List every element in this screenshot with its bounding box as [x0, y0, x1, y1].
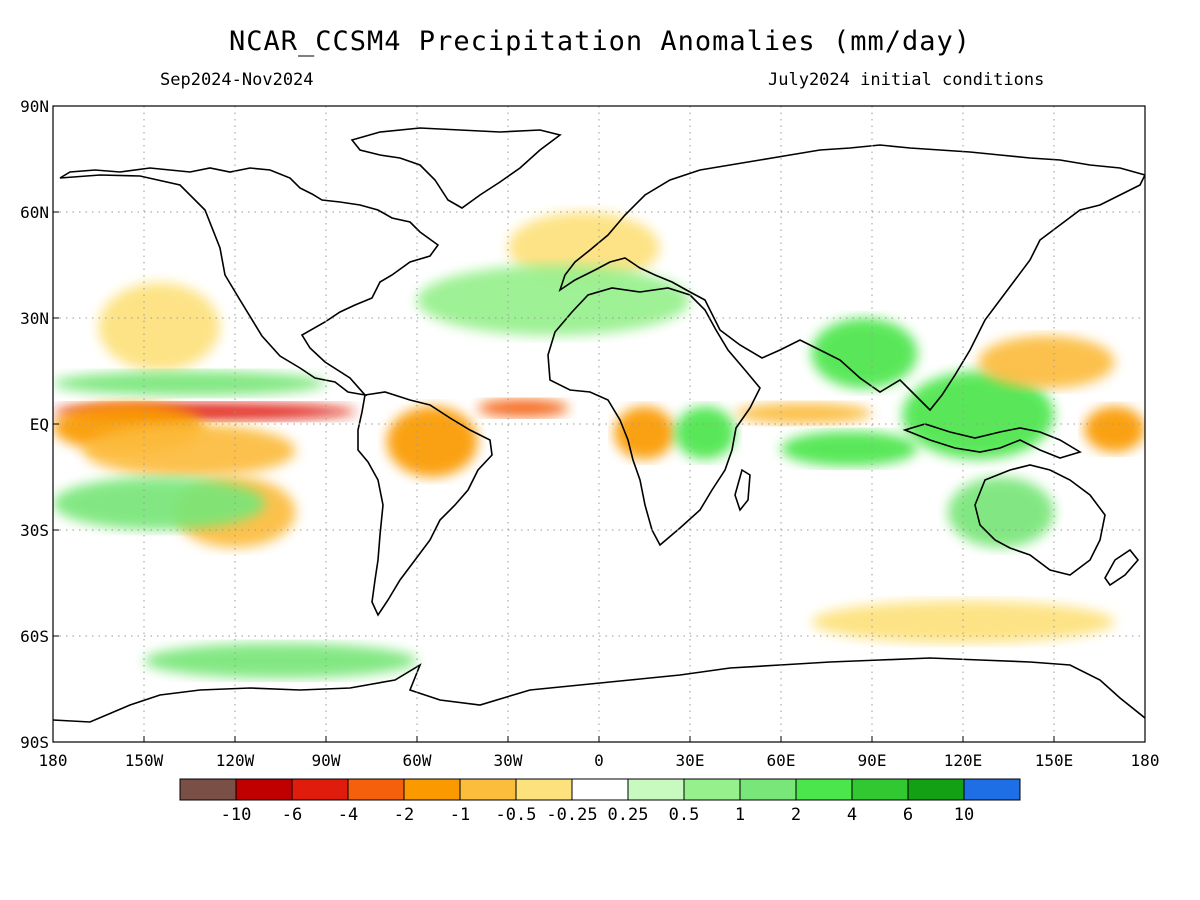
colorbar-label: 0.5: [669, 805, 700, 825]
axis-ticks: 180 150W 120W 90W 60W 30W 0 30E 60E 90E 120E 150E 18…: [20, 97, 1159, 770]
colorbar-swatch: [459, 778, 517, 801]
anomaly-region-7: [386, 406, 478, 477]
indonesia-coastline: [902, 423, 1082, 459]
lon-tick-label: 60E: [767, 751, 796, 770]
continent-outlines: [53, 127, 1145, 723]
lat-tick-label: 90N: [20, 97, 49, 116]
australia-coastline: [974, 464, 1106, 576]
lon-tick-label: 150W: [125, 751, 164, 770]
anomaly-region-2: [83, 424, 296, 477]
anomaly-region-11: [781, 431, 918, 467]
lat-tick-label: 30S: [20, 521, 49, 540]
lon-tick-label: 150E: [1035, 751, 1074, 770]
lat-tick-label: 60S: [20, 627, 49, 646]
anomaly-region-14: [902, 371, 1054, 460]
anomaly-region-21: [417, 265, 690, 336]
lon-tick-label: 90W: [312, 751, 341, 770]
colorbar-label: 4: [847, 805, 857, 825]
lon-tick-label: 60W: [403, 751, 432, 770]
colorbar-label: 10: [954, 805, 974, 825]
colorbar-label: 1: [735, 805, 745, 825]
lat-tick-label: 90S: [20, 733, 49, 752]
colorbar-label: -0.25: [546, 805, 597, 825]
anomaly-region-6: [53, 477, 266, 530]
colorbar-swatch: [683, 778, 741, 801]
colorbar-swatch: [235, 778, 293, 801]
colorbar-label: -0.5: [496, 805, 537, 825]
lon-tick-label: 0: [594, 751, 604, 770]
anomaly-region-9: [614, 406, 675, 460]
colorbar-swatch: [907, 778, 965, 801]
south-america-coastline: [357, 391, 493, 617]
eurasia-coastline: [558, 144, 1145, 412]
anomaly-region-18: [811, 600, 1115, 644]
chart-title: NCAR_CCSM4 Precipitation Anomalies (mm/d…: [229, 26, 971, 57]
lat-lon-grid: [53, 106, 1145, 742]
anomaly-region-15: [978, 335, 1115, 389]
anomaly-region-5: [53, 371, 326, 396]
lat-tick-label: 30N: [20, 309, 49, 328]
lat-tick-label: EQ: [30, 415, 49, 434]
colorbar-label: -2: [394, 805, 414, 825]
anomaly-region-12: [735, 402, 872, 424]
greenland-coastline: [350, 127, 562, 209]
anomaly-region-8: [477, 399, 569, 417]
colorbar-swatch: [963, 778, 1021, 801]
africa-coastline: [547, 287, 761, 547]
initial-conditions: July2024 initial conditions: [768, 70, 1045, 90]
colorbar-swatch: [795, 778, 853, 801]
north-america-coastline: [59, 167, 440, 397]
anomaly-region-10: [674, 406, 736, 460]
anomaly-region-17: [947, 476, 1054, 548]
antarctica-coastline: [53, 657, 1145, 723]
anomaly-region-20: [507, 212, 660, 283]
colorbar: -10 -6 -4 -2 -1 -0.5 -0.25 0.25 0.5 1 2 4 6 10: [179, 778, 1021, 825]
colorbar-swatch: [851, 778, 909, 801]
colorbar-swatch: [403, 778, 461, 801]
lon-tick-label: 180: [1131, 751, 1160, 770]
madagascar-coastline: [734, 468, 751, 512]
lon-tick-label: 120E: [944, 751, 983, 770]
colorbar-swatch: [347, 778, 405, 801]
lon-tick-label: 120W: [216, 751, 255, 770]
colorbar-label: 2: [791, 805, 801, 825]
colorbar-swatch: [515, 778, 573, 801]
colorbar-label: -6: [282, 805, 302, 825]
colorbar-label: -10: [221, 805, 252, 825]
lon-tick-label: 30W: [494, 751, 523, 770]
anomaly-region-19: [144, 643, 417, 679]
colorbar-label: 6: [903, 805, 913, 825]
anomaly-region-16: [1084, 406, 1145, 453]
colorbar-swatch: [291, 778, 349, 801]
colorbar-label: -1: [450, 805, 470, 825]
anomaly-region-13: [811, 318, 918, 389]
new-zealand-coastline: [1104, 548, 1140, 587]
lat-tick-label: 60N: [20, 203, 49, 222]
anomaly-region-4: [98, 282, 220, 372]
anomaly-field: [53, 212, 1145, 679]
forecast-period: Sep2024-Nov2024: [160, 70, 314, 90]
lon-tick-label: 180: [39, 751, 68, 770]
colorbar-label: 0.25: [608, 805, 649, 825]
plot-area: 180 150W 120W 90W 60W 30W 0 30E 60E 90E 120E 150E 18…: [20, 97, 1159, 825]
lon-tick-label: 90E: [858, 751, 887, 770]
colorbar-swatch: [739, 778, 797, 801]
colorbar-swatch: [179, 778, 237, 801]
colorbar-swatch: [627, 778, 685, 801]
lon-tick-label: 30E: [676, 751, 705, 770]
colorbar-swatch: [571, 778, 629, 801]
colorbar-label: -4: [338, 805, 358, 825]
